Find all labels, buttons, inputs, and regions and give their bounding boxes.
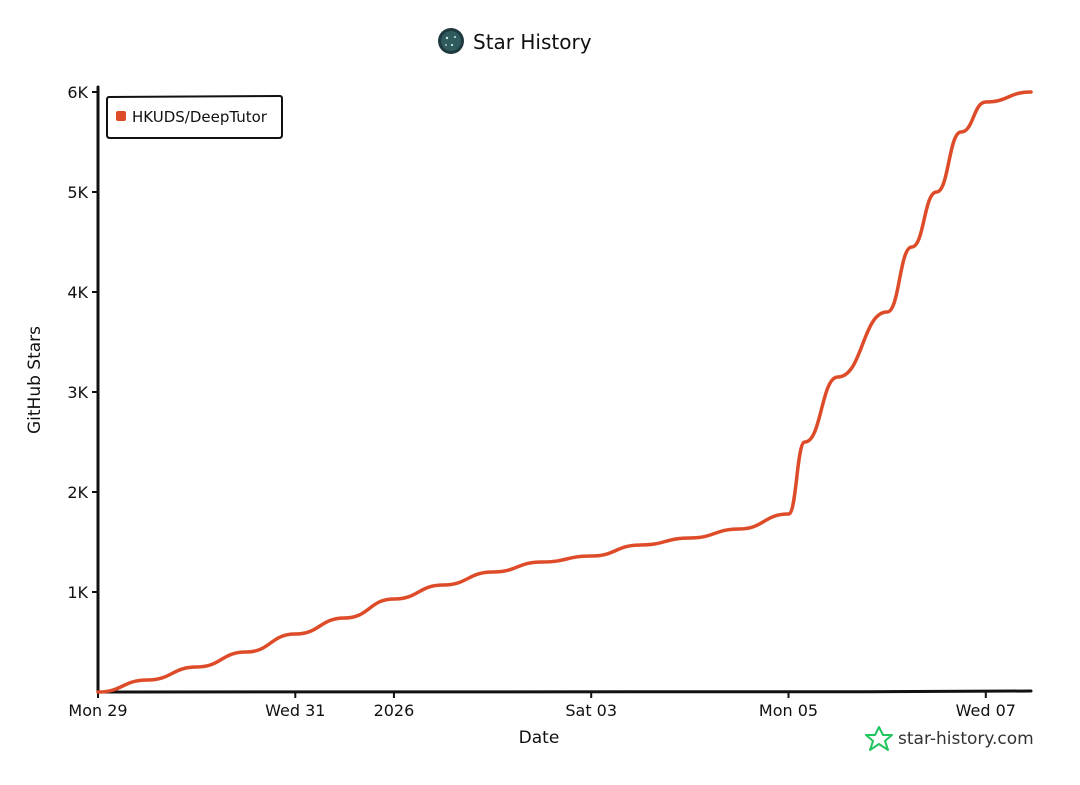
x-tick-label: Wed 07 — [956, 701, 1016, 720]
y-tick-label: 3K — [67, 383, 88, 402]
y-axis-title: GitHub Stars — [25, 326, 45, 434]
y-tick-label: 2K — [67, 483, 88, 502]
x-tick-label: 2026 — [374, 701, 415, 720]
watermark-label: star-history.com — [898, 729, 1034, 749]
x-tick-label: Wed 31 — [265, 701, 325, 720]
x-tick-label: Mon 05 — [759, 701, 818, 720]
x-axis-title: Date — [519, 728, 560, 748]
y-tick-label: 6K — [67, 83, 88, 102]
x-tick-label: Mon 29 — [68, 701, 127, 720]
axes — [98, 87, 1031, 692]
star-outline-icon — [866, 727, 892, 750]
legend: HKUDS/DeepTutor — [107, 96, 282, 138]
x-axis-line — [98, 691, 1031, 692]
y-tick-label: 5K — [67, 183, 88, 202]
legend-label: HKUDS/DeepTutor — [132, 108, 268, 126]
chart-header: Star History — [438, 28, 592, 54]
y-tick-label: 4K — [67, 283, 88, 302]
series-line-deeptutor — [98, 92, 1031, 692]
watermark: star-history.com — [866, 727, 1034, 750]
series-layer — [98, 92, 1031, 692]
x-ticks: Mon 29 Wed 31 2026 Sat 03 Mon 05 Wed 07 — [68, 692, 1016, 720]
avatar-logo-icon — [438, 28, 464, 54]
y-ticks: 1K 2K 3K 4K 5K 6K — [67, 83, 98, 602]
legend-swatch — [116, 111, 126, 121]
x-tick-label: Sat 03 — [565, 701, 617, 720]
y-tick-label: 1K — [67, 583, 88, 602]
chart-title: Star History — [473, 30, 592, 54]
